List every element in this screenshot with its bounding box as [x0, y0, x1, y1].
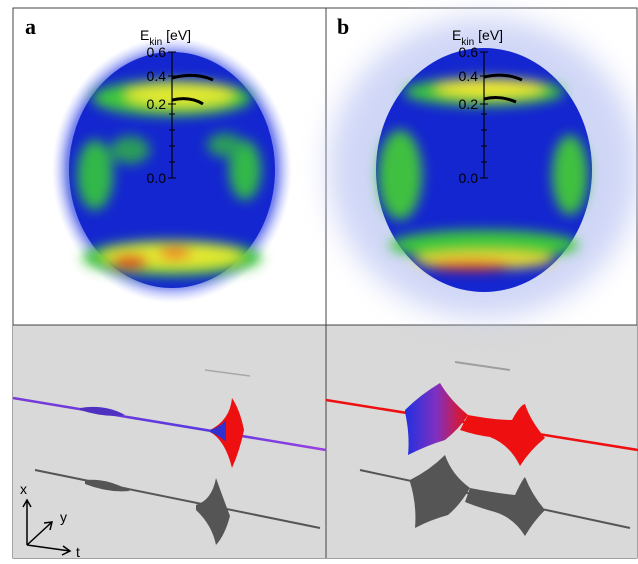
tick-label: 0.2 — [147, 96, 167, 112]
axis-title-sub: kin — [149, 37, 162, 48]
tick-label: 0.0 — [147, 170, 167, 186]
energy-axis: Ekin [eV]0.6 0.4 0.2 0.0 — [452, 27, 503, 186]
axis-icon-label: x — [20, 481, 27, 497]
axis-title-main: E — [140, 27, 149, 43]
axis-title-sub: kin — [461, 37, 474, 48]
axis-title-unit: [eV] — [478, 27, 503, 43]
axis-icon-label: t — [76, 544, 80, 559]
axis-icon-label: y — [60, 509, 67, 525]
panel-label: a — [25, 14, 36, 39]
axis-title-unit: [eV] — [166, 27, 191, 43]
tick-label: 0.4 — [147, 68, 167, 84]
arc — [171, 73, 214, 106]
tick-label: 0.0 — [459, 170, 479, 186]
axis-title-main: E — [452, 27, 461, 43]
waveform-a — [12, 369, 327, 545]
axes-icon — [22, 498, 72, 556]
axis-title: Ekin [eV] — [452, 27, 503, 48]
panel-label: b — [337, 14, 349, 39]
tick-label: 0.4 — [459, 68, 479, 84]
axis-title: Ekin [eV] — [140, 27, 191, 48]
tick-label: 0.2 — [459, 96, 479, 112]
tick-label: 0.6 — [147, 44, 167, 60]
waveform-b — [325, 361, 638, 536]
energy-axis: Ekin [eV]0.6 0.4 0.2 0.0 — [140, 27, 191, 186]
tick-label: 0.6 — [459, 44, 479, 60]
